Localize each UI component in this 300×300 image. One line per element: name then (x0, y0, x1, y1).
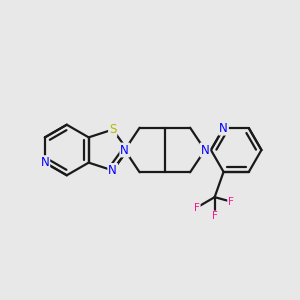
Text: N: N (201, 143, 209, 157)
Text: N: N (40, 156, 49, 169)
Text: N: N (120, 143, 129, 157)
Text: N: N (219, 122, 228, 135)
Text: S: S (109, 123, 116, 136)
Text: F: F (228, 196, 234, 207)
Text: F: F (212, 212, 218, 221)
Text: N: N (108, 164, 117, 177)
Text: F: F (194, 202, 200, 212)
